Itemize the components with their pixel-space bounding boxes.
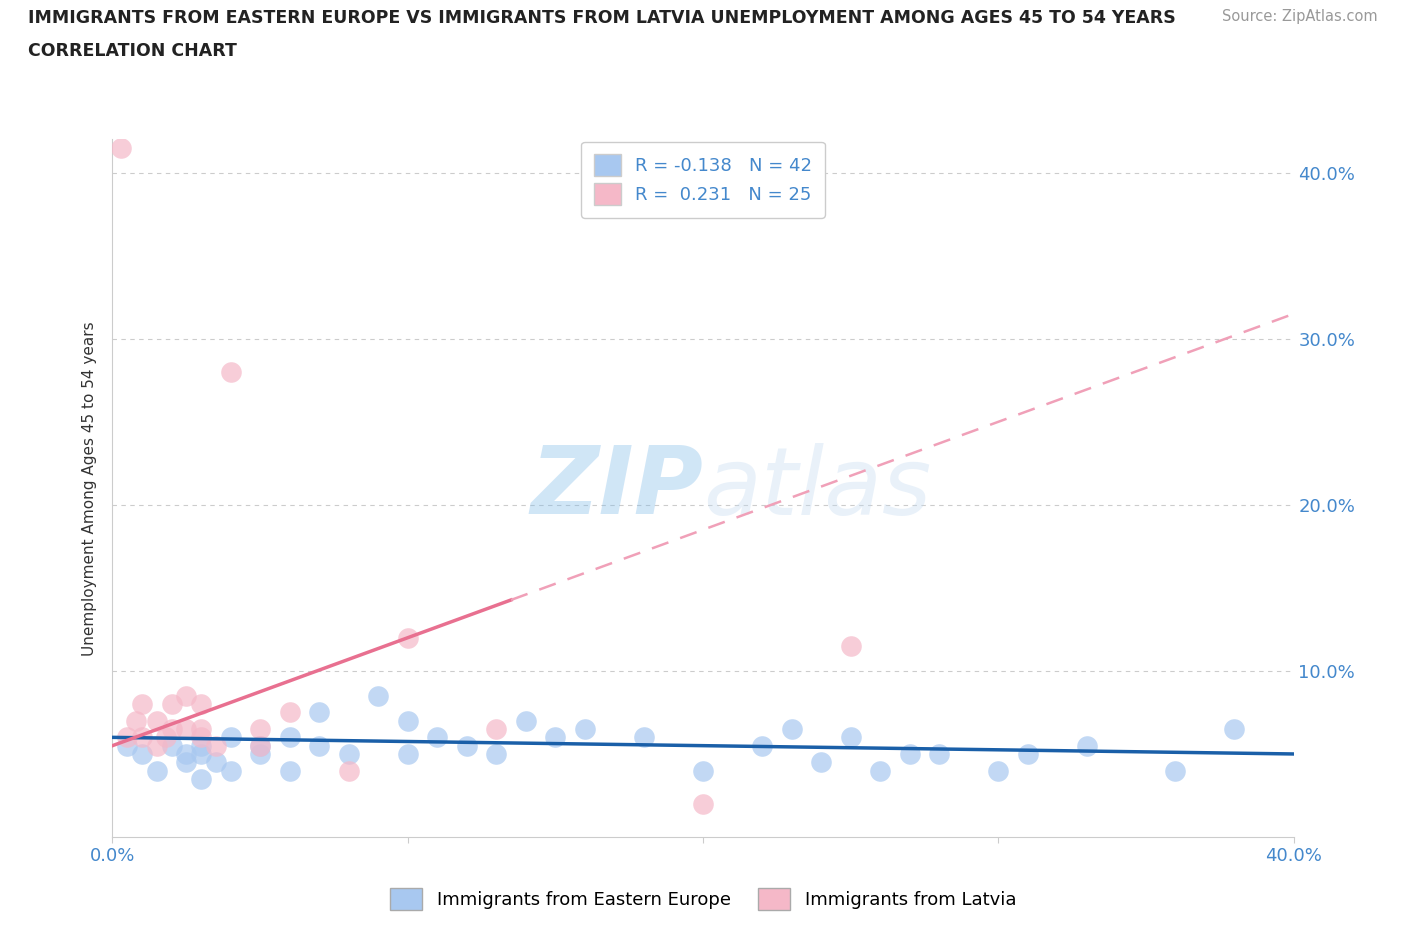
Point (146, 764, 169, 778)
Point (125, 713, 148, 728)
Y-axis label: Unemployment Among Ages 45 to 54 years: Unemployment Among Ages 45 to 54 years (82, 321, 97, 656)
Point (337, 747, 360, 762)
Point (219, 365, 242, 379)
Point (146, 738, 169, 753)
Point (249, 738, 271, 753)
Point (987, 764, 1010, 778)
Point (131, 697, 153, 711)
Point (692, 796, 714, 811)
Point (751, 738, 773, 753)
Point (205, 738, 228, 753)
Point (308, 705, 330, 720)
Point (898, 747, 921, 762)
Point (160, 722, 183, 737)
Point (810, 755, 832, 770)
Point (692, 764, 714, 778)
Point (190, 747, 212, 762)
Point (337, 764, 360, 778)
Point (515, 713, 537, 728)
Point (396, 631, 419, 645)
Point (190, 730, 212, 745)
Point (146, 713, 169, 728)
Point (485, 722, 508, 737)
Point (131, 730, 153, 745)
Point (839, 639, 862, 654)
Legend: Immigrants from Eastern Europe, Immigrants from Latvia: Immigrants from Eastern Europe, Immigran… (381, 879, 1025, 919)
Point (278, 730, 301, 745)
Text: atlas: atlas (703, 443, 931, 534)
Point (249, 747, 271, 762)
Point (1076, 738, 1098, 753)
Point (278, 705, 301, 720)
Point (174, 688, 197, 703)
Point (174, 722, 197, 737)
Point (205, 755, 228, 770)
Point (633, 730, 655, 745)
Point (219, 730, 242, 745)
Point (1017, 747, 1039, 762)
Point (780, 722, 803, 737)
Point (160, 697, 183, 711)
Point (219, 764, 242, 778)
Point (174, 755, 197, 770)
Point (574, 722, 596, 737)
Text: ZIP: ZIP (530, 443, 703, 534)
Text: CORRELATION CHART: CORRELATION CHART (28, 42, 238, 60)
Text: IMMIGRANTS FROM EASTERN EUROPE VS IMMIGRANTS FROM LATVIA UNEMPLOYMENT AMONG AGES: IMMIGRANTS FROM EASTERN EUROPE VS IMMIGR… (28, 9, 1175, 27)
Point (190, 738, 212, 753)
Point (110, 140, 132, 155)
Point (117, 730, 138, 745)
Point (190, 722, 212, 737)
Point (396, 713, 419, 728)
Point (456, 738, 478, 753)
Point (249, 738, 271, 753)
Text: Source: ZipAtlas.com: Source: ZipAtlas.com (1222, 9, 1378, 24)
Point (174, 747, 197, 762)
Point (160, 738, 183, 753)
Point (308, 738, 330, 753)
Point (367, 688, 389, 703)
Point (249, 722, 271, 737)
Point (544, 730, 567, 745)
Point (928, 747, 950, 762)
Point (131, 747, 153, 762)
Point (190, 697, 212, 711)
Point (278, 764, 301, 778)
Point (190, 772, 212, 787)
Point (155, 730, 177, 745)
Point (839, 730, 862, 745)
Point (396, 747, 419, 762)
Point (426, 730, 449, 745)
Point (1164, 764, 1187, 778)
Point (869, 764, 891, 778)
Point (1223, 722, 1246, 737)
Point (485, 747, 508, 762)
Point (117, 738, 138, 753)
